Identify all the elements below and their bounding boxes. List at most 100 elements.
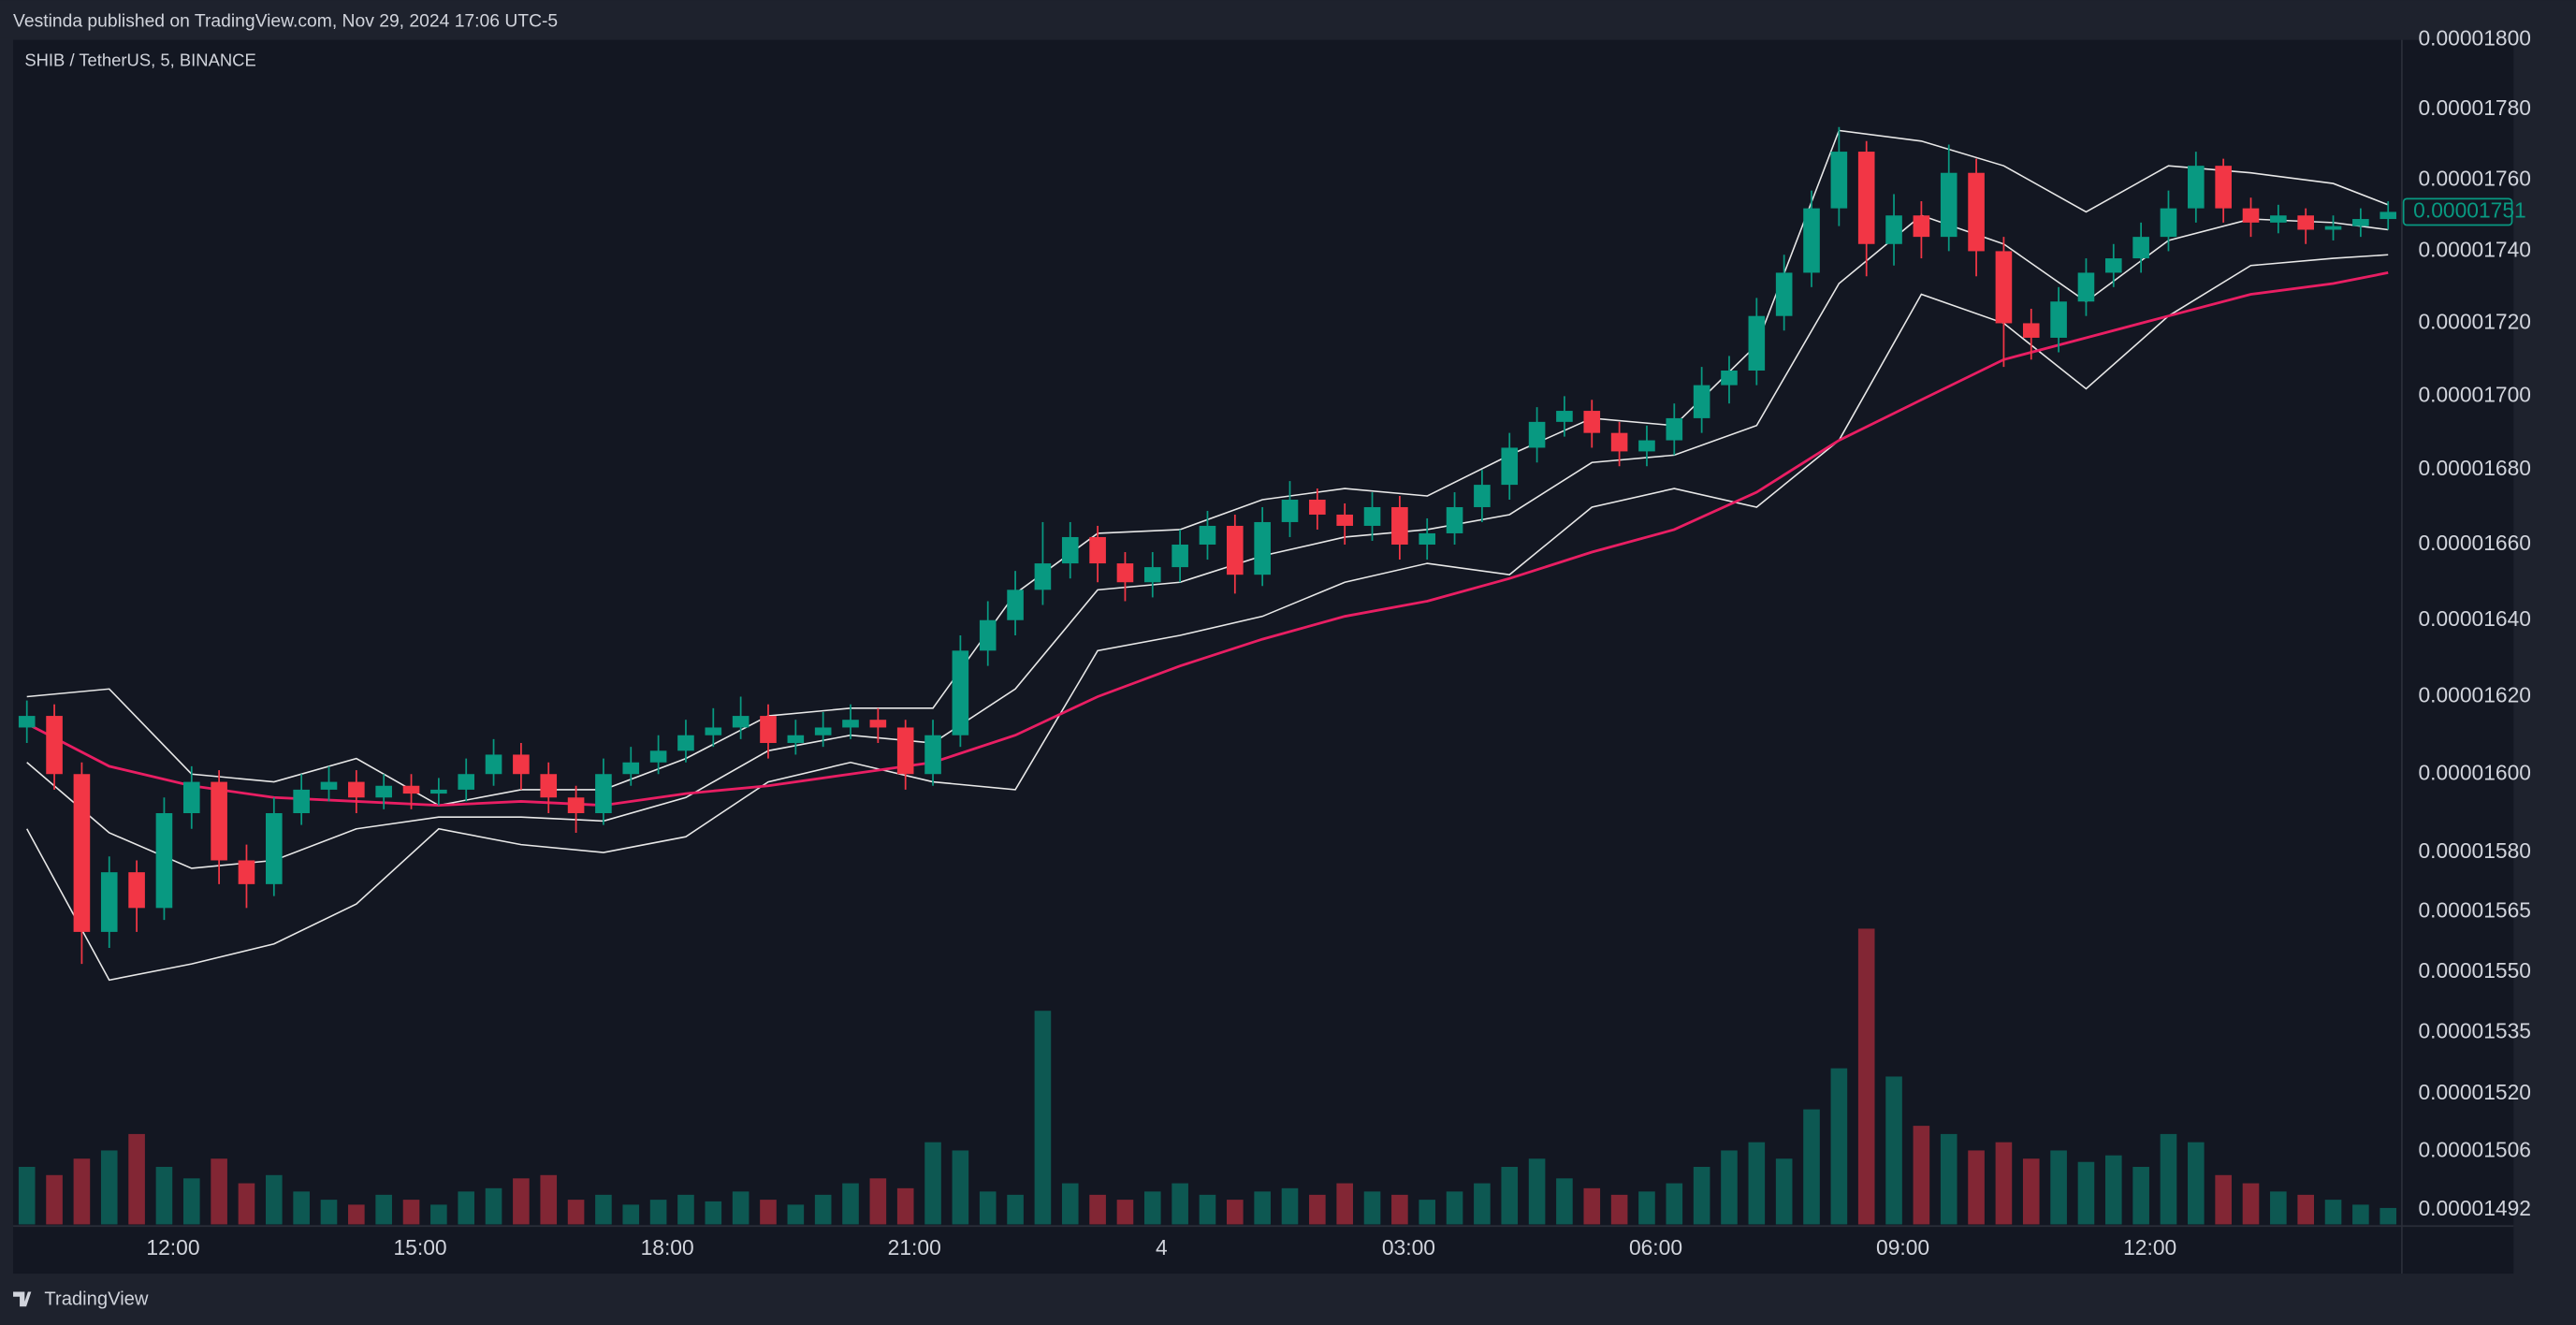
y-tick-label: 0.00001780 bbox=[2418, 95, 2531, 120]
candle-body bbox=[1885, 215, 1902, 244]
volume-bar bbox=[1583, 1187, 1601, 1225]
x-tick-label: 12:00 bbox=[2123, 1235, 2176, 1259]
volume-bar bbox=[595, 1194, 612, 1225]
volume-bar bbox=[760, 1200, 777, 1225]
volume-bar bbox=[2380, 1207, 2397, 1225]
volume-bar bbox=[485, 1187, 502, 1225]
last-price-label: 0.00001751 bbox=[2413, 197, 2526, 222]
volume-bar bbox=[677, 1194, 694, 1225]
candle-body bbox=[595, 774, 612, 814]
volume-bar bbox=[1281, 1187, 1299, 1225]
candle-body bbox=[1007, 590, 1024, 620]
indicator-line bbox=[26, 214, 2389, 869]
y-tick-label: 0.00001550 bbox=[2418, 958, 2531, 983]
candle-body bbox=[1172, 544, 1188, 568]
candle-body bbox=[2270, 215, 2287, 223]
x-tick-label: 09:00 bbox=[1876, 1235, 1929, 1259]
candle-body bbox=[2104, 258, 2122, 273]
volume-bar bbox=[182, 1178, 200, 1225]
header-text: Vestinda published on TradingView.com, N… bbox=[13, 11, 558, 31]
volume-bar bbox=[18, 1167, 36, 1225]
indicator-line bbox=[26, 254, 2389, 982]
candle-body bbox=[100, 872, 118, 932]
candle-body bbox=[1968, 172, 1985, 252]
candle-body bbox=[622, 762, 640, 775]
candle-body bbox=[540, 774, 558, 798]
candle-body bbox=[1061, 536, 1079, 564]
volume-bar bbox=[320, 1200, 338, 1225]
volume-bar bbox=[73, 1158, 91, 1225]
volume-bar bbox=[1940, 1133, 1957, 1225]
plot-area bbox=[18, 126, 2397, 1225]
volume-bar bbox=[2324, 1200, 2342, 1225]
volume-bar bbox=[155, 1167, 173, 1225]
candle-body bbox=[1089, 536, 1106, 564]
candle-body bbox=[128, 872, 145, 909]
volume-bar bbox=[2077, 1161, 2095, 1225]
volume-bar bbox=[2297, 1194, 2314, 1225]
candle-body bbox=[979, 619, 997, 651]
volume-bar bbox=[2242, 1183, 2260, 1225]
candle-body bbox=[2077, 272, 2095, 302]
candle-body bbox=[2242, 208, 2260, 223]
volume-bar bbox=[1748, 1142, 1766, 1225]
candle-body bbox=[705, 727, 722, 735]
candle-body bbox=[293, 789, 310, 814]
candle-body bbox=[1721, 370, 1738, 386]
candle-body bbox=[842, 720, 859, 728]
volume-bar bbox=[1830, 1068, 1848, 1225]
candle-body bbox=[2297, 215, 2314, 230]
candle-body bbox=[1995, 251, 2013, 324]
volume-bar bbox=[732, 1191, 750, 1225]
volume-bar bbox=[1885, 1076, 1902, 1225]
volume-bar bbox=[1693, 1167, 1710, 1225]
candle-body bbox=[1666, 417, 1683, 441]
volume-bar bbox=[2022, 1158, 2040, 1225]
candle-body bbox=[2215, 166, 2232, 209]
volume-bar bbox=[1528, 1158, 1546, 1225]
candle-body bbox=[896, 727, 914, 775]
y-tick-label: 0.00001660 bbox=[2418, 531, 2531, 555]
y-tick-label: 0.00001535 bbox=[2418, 1019, 2531, 1043]
candle-body bbox=[266, 813, 283, 884]
candle-body bbox=[1281, 500, 1299, 522]
volume-bar bbox=[348, 1204, 365, 1225]
volume-bar bbox=[1666, 1183, 1683, 1225]
y-tick-label: 0.00001492 bbox=[2418, 1196, 2531, 1220]
volume-bar bbox=[1363, 1191, 1381, 1225]
candle-body bbox=[869, 720, 887, 728]
volume-bar bbox=[100, 1150, 118, 1225]
symbol-legend: SHIB / TetherUS, 5, BINANCE bbox=[24, 50, 255, 69]
candle-body bbox=[1143, 567, 1161, 583]
y-tick-label: 0.00001600 bbox=[2418, 760, 2531, 784]
volume-bar bbox=[705, 1201, 722, 1225]
candle-body bbox=[732, 716, 750, 728]
volume-bar bbox=[1116, 1200, 1134, 1225]
volume-bar bbox=[979, 1191, 997, 1225]
candle-body bbox=[1254, 521, 1271, 575]
candle-body bbox=[1474, 485, 1491, 507]
candle-body bbox=[513, 754, 530, 775]
candle-body bbox=[211, 781, 227, 861]
last-price-box bbox=[2402, 197, 2513, 226]
volume-bar bbox=[1721, 1150, 1738, 1225]
volume-bar bbox=[2132, 1167, 2149, 1225]
x-tick-label: 06:00 bbox=[1629, 1235, 1682, 1259]
candle-body bbox=[1199, 525, 1216, 545]
candle-body bbox=[430, 789, 447, 794]
candle-body bbox=[814, 727, 832, 735]
volume-bar bbox=[375, 1194, 392, 1225]
volume-bar bbox=[1501, 1167, 1519, 1225]
volume-bar bbox=[1199, 1194, 1216, 1225]
y-tick-label: 0.00001700 bbox=[2418, 382, 2531, 406]
volume-bar bbox=[458, 1191, 475, 1225]
volume-bar bbox=[787, 1204, 805, 1225]
y-tick-label: 0.00001520 bbox=[2418, 1080, 2531, 1104]
volume-bar bbox=[540, 1174, 558, 1225]
candle-body bbox=[1775, 272, 1793, 316]
volume-bar bbox=[211, 1158, 227, 1225]
y-tick-label: 0.00001800 bbox=[2418, 26, 2531, 51]
x-tick-label: 21:00 bbox=[888, 1235, 941, 1259]
volume-bar bbox=[1968, 1150, 1985, 1225]
